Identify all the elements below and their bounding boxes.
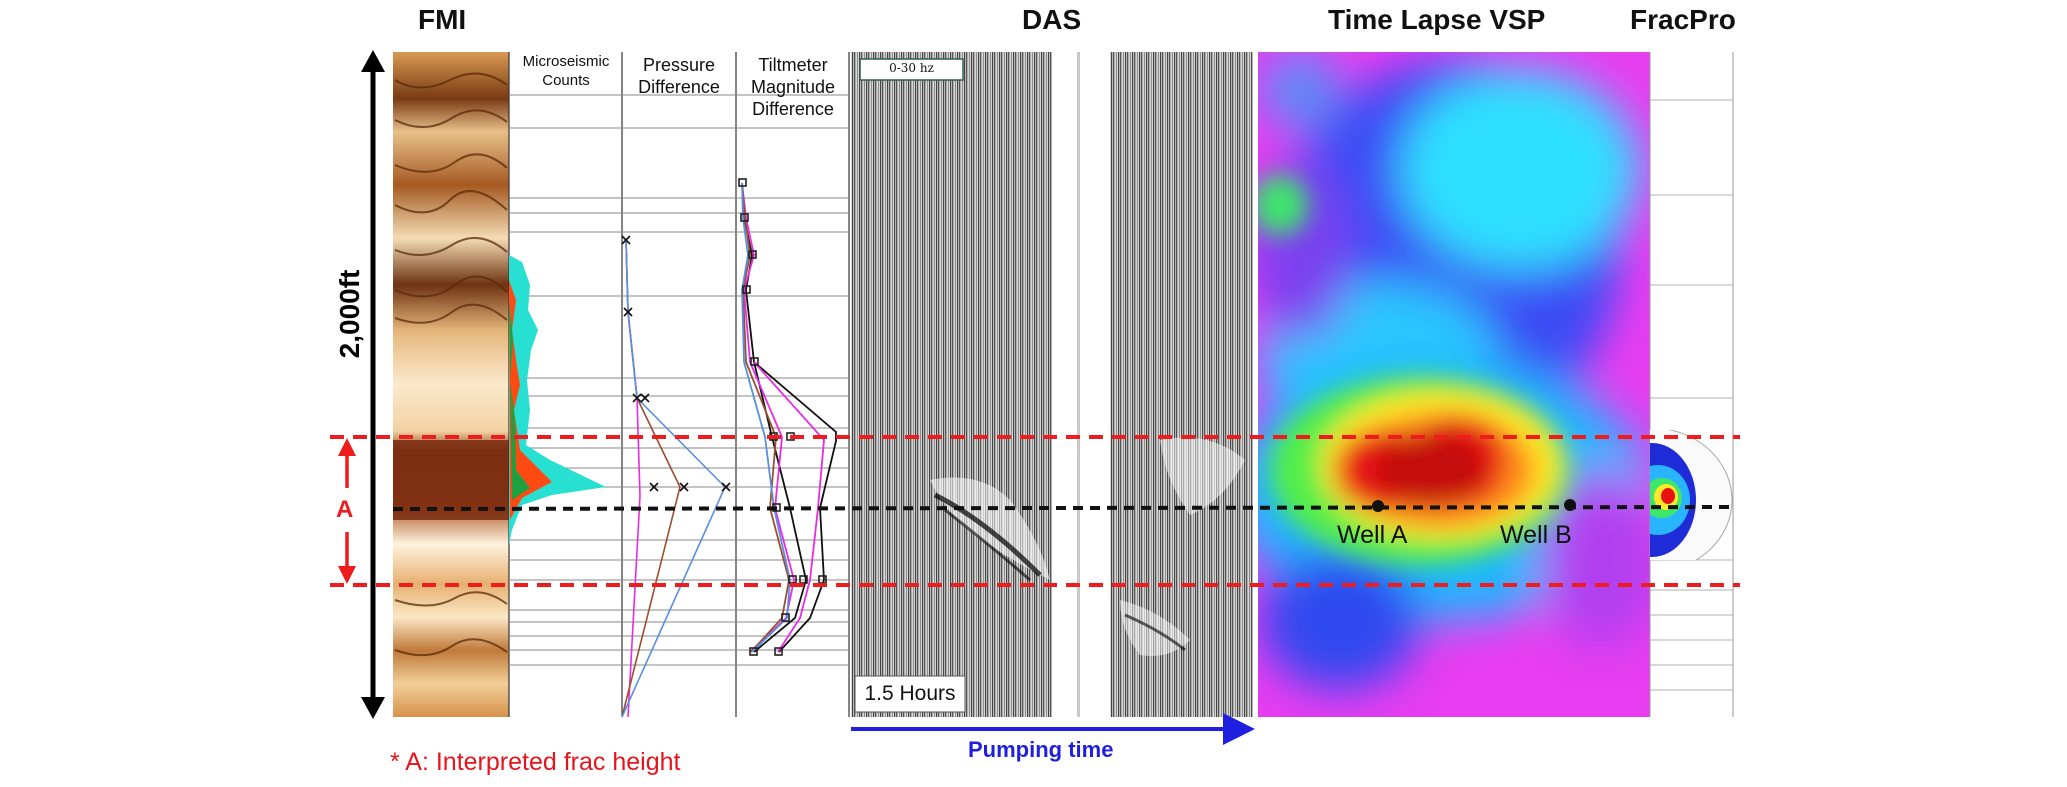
track-panel [508,52,850,717]
fracpro-header: FracPro [1630,4,1736,35]
vsp-panel [1258,52,1650,717]
das-filter-box [859,58,964,81]
zone-boundaries [330,435,1740,587]
track-gridlines [509,94,849,666]
microseismic-header: Microseismic Counts [522,53,610,89]
pressure-markers [621,235,731,492]
well-a-label: Well A [1337,521,1408,549]
scale-arrow [361,50,385,719]
vsp-header: Time Lapse VSP [1328,4,1546,35]
fmi-log [393,52,509,717]
mid-depth-line [392,505,1734,511]
fracpro-panel [1649,52,1734,717]
das-duration-label: 1.5 Hours [864,682,956,705]
zone-label: A [336,496,354,523]
das-panel-2 [1110,52,1253,717]
footnote: * A: Interpreted frac height [390,748,681,776]
das-filter-label: 0-30 hz [889,61,934,75]
tiltmeter-header: Tiltmeter Magnitude Difference [750,55,836,119]
zone-arrow [338,438,356,584]
well-b-label: Well B [1500,521,1572,549]
pressure-header: Pressure Difference [638,55,720,97]
das-panel-1 [851,52,1052,717]
pumping-time-label: Pumping time [968,737,1114,762]
fmi-header: FMI [418,4,467,35]
pressure-curves [621,239,726,718]
das-divider [1077,52,1080,717]
microseismic-histogram [509,255,606,545]
scale-label: 2,000ft [334,269,365,359]
das-duration-box [854,675,966,713]
das-header: DAS [1022,4,1082,35]
